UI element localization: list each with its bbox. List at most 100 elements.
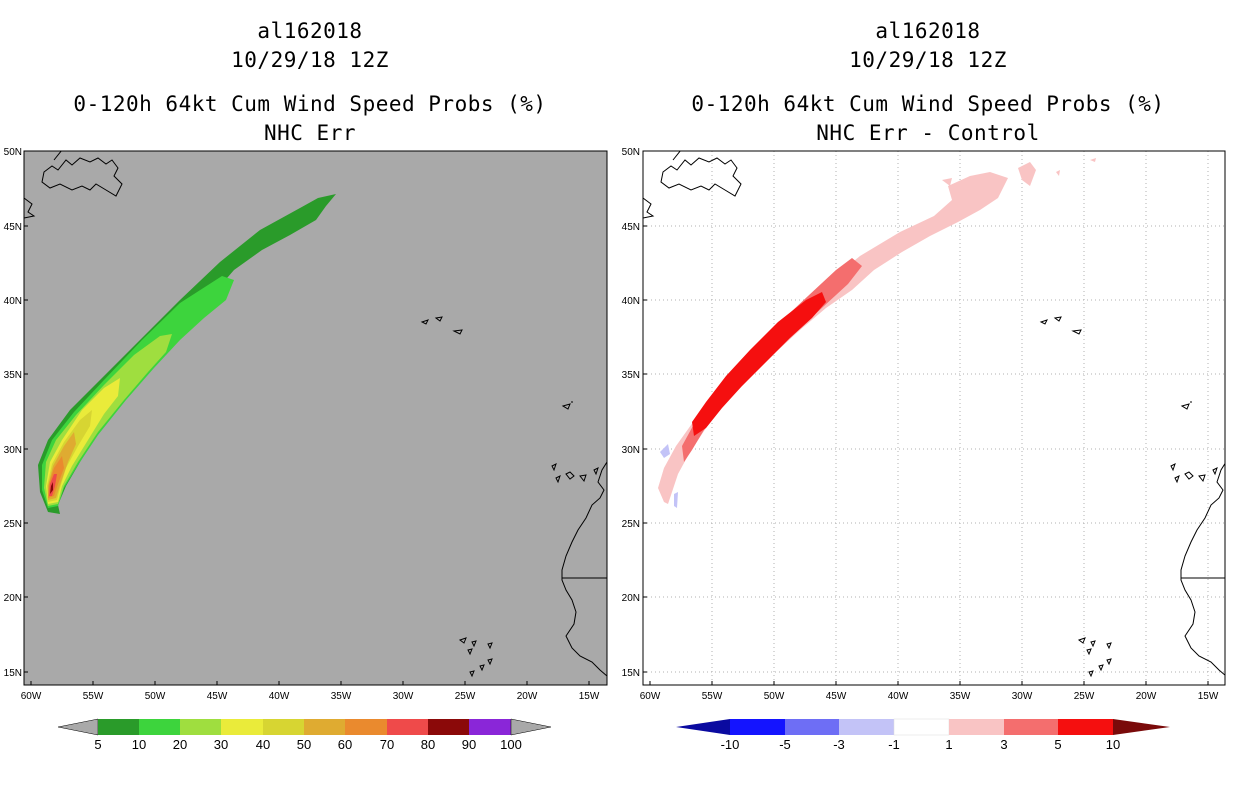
right-tick-marks — [643, 150, 1209, 685]
left-title-date: 10/29/18 12Z — [231, 48, 389, 72]
left-map-panel: 50N 45N 40N 35N 30N 25N 20N 15N 60W 55W … — [4, 147, 608, 702]
left-colorbar-label-30: 30 — [214, 737, 228, 752]
right-title-subtitle: NHC Err - Control — [816, 121, 1040, 145]
left-colorbar-segment-70 — [387, 719, 428, 735]
right-diff-contour-1-fragment-2 — [942, 178, 952, 186]
right-colorbar-label-10: 10 — [1106, 737, 1120, 752]
right-lon-label-25w: 25W — [1074, 691, 1095, 702]
left-lon-label-35w: 35W — [331, 691, 352, 702]
left-lon-label-45w: 45W — [207, 691, 228, 702]
left-lat-labels: 50N 45N 40N 35N 30N 25N 20N 15N — [4, 147, 22, 679]
left-lon-label-20w: 20W — [517, 691, 538, 702]
right-diff-contour-1 — [658, 172, 1008, 504]
left-title-subtitle: NHC Err — [263, 121, 356, 145]
right-lat-label-35n: 35N — [622, 370, 640, 381]
left-colorbar-segment-40 — [263, 719, 304, 735]
left-colorbar-label-20: 20 — [173, 737, 187, 752]
right-diff-contour-neg-1-a — [660, 444, 670, 458]
right-title-product: 0-120h 64kt Cum Wind Speed Probs (%) — [691, 92, 1165, 116]
right-colorbar-segment-3-5 — [1004, 719, 1058, 735]
left-colorbar-segment-20 — [180, 719, 221, 735]
left-map-frame — [23, 150, 608, 686]
left-colorbar-label-80: 80 — [421, 737, 435, 752]
right-lon-label-60w: 60W — [640, 691, 661, 702]
right-diff-contour-1-fragment-3 — [1090, 158, 1096, 162]
right-colorbar-label-neg3: -3 — [833, 737, 845, 752]
right-lat-label-50n: 50N — [622, 147, 640, 158]
right-lat-label-25n: 25N — [622, 519, 640, 530]
left-prob-contour-10 — [42, 276, 234, 508]
right-lon-label-50w: 50W — [764, 691, 785, 702]
right-map-background — [643, 151, 1225, 685]
right-colorbar-segment-neg3-neg1 — [839, 719, 894, 735]
left-lon-label-40w: 40W — [269, 691, 290, 702]
left-lat-label-35n: 35N — [4, 370, 22, 381]
right-colorbar-segment-neg1-1 — [893, 718, 950, 736]
left-colorbar-high-end — [510, 718, 552, 736]
right-lat-labels: 50N 45N 40N 35N 30N 25N 20N 15N — [622, 147, 640, 679]
left-colorbar: 5 10 20 30 40 50 60 70 80 90 100 — [57, 718, 552, 752]
left-colorbar-label-50: 50 — [297, 737, 311, 752]
left-lon-label-55w: 55W — [83, 691, 104, 702]
right-colorbar-label-3: 3 — [1000, 737, 1007, 752]
left-colorbar-label-90: 90 — [462, 737, 476, 752]
left-colorbar-segment-80 — [428, 719, 469, 735]
right-title-storm: al162018 — [875, 19, 981, 43]
left-prob-contour-80 — [50, 482, 53, 494]
right-diff-contour-neg-1-b — [674, 492, 678, 508]
right-diff-contour-1-fragment-1 — [1018, 162, 1036, 186]
right-colorbar-segment-1-3 — [949, 719, 1004, 735]
left-colorbar-label-40: 40 — [256, 737, 270, 752]
left-prob-contour-20 — [44, 334, 172, 506]
left-tick-marks — [24, 150, 590, 685]
left-title-storm: al162018 — [257, 19, 363, 43]
left-colorbar-label-70: 70 — [380, 737, 394, 752]
left-lat-label-30n: 30N — [4, 445, 22, 456]
left-colorbar-segment-90 — [469, 719, 511, 735]
right-colorbar-high-end — [1113, 719, 1170, 735]
left-lon-label-30w: 30W — [393, 691, 414, 702]
right-lat-label-15n: 15N — [622, 668, 640, 679]
left-lon-label-50w: 50W — [145, 691, 166, 702]
left-colorbar-label-10: 10 — [132, 737, 146, 752]
right-lat-label-45n: 45N — [622, 222, 640, 233]
left-prob-contour-5 — [38, 194, 336, 514]
left-colorbar-segment-5 — [98, 719, 139, 735]
left-lon-labels: 60W 55W 50W 45W 40W 35W 30W 25W 20W 15W — [21, 691, 600, 702]
left-colorbar-label-60: 60 — [338, 737, 352, 752]
right-lon-label-40w: 40W — [888, 691, 909, 702]
right-map-panel: 50N 45N 40N 35N 30N 25N 20N 15N 60W 55W … — [622, 147, 1226, 702]
left-lon-label-25w: 25W — [455, 691, 476, 702]
left-lat-label-40n: 40N — [4, 296, 22, 307]
right-lon-labels: 60W 55W 50W 45W 40W 35W 30W 25W 20W 15W — [640, 691, 1219, 702]
right-diff-contour-5 — [692, 292, 826, 436]
left-colorbar-label-5: 5 — [94, 737, 101, 752]
left-map-background — [24, 151, 607, 685]
right-colorbar-segment-5-10 — [1058, 719, 1113, 735]
right-colorbar-label-neg1: -1 — [888, 737, 900, 752]
left-lat-label-50n: 50N — [4, 147, 22, 158]
right-map-frame — [642, 150, 1226, 686]
right-title-date: 10/29/18 12Z — [849, 48, 1007, 72]
left-lat-label-20n: 20N — [4, 593, 22, 604]
right-lon-label-55w: 55W — [702, 691, 723, 702]
left-lat-label-15n: 15N — [4, 668, 22, 679]
right-lat-label-40n: 40N — [622, 296, 640, 307]
left-lon-label-15w: 15W — [579, 691, 600, 702]
right-lon-label-20w: 20W — [1136, 691, 1157, 702]
right-colorbar-label-neg5: -5 — [779, 737, 791, 752]
right-lon-label-15w: 15W — [1198, 691, 1219, 702]
right-colorbar-label-neg10: -10 — [721, 737, 740, 752]
left-colorbar-low-end — [57, 718, 99, 736]
right-colorbar-label-1: 1 — [945, 737, 952, 752]
right-lat-label-30n: 30N — [622, 445, 640, 456]
left-colorbar-segment-30 — [221, 719, 263, 735]
left-title-product: 0-120h 64kt Cum Wind Speed Probs (%) — [73, 92, 547, 116]
left-colorbar-segment-50 — [304, 719, 345, 735]
left-colorbar-segment-60 — [345, 719, 387, 735]
left-lon-label-60w: 60W — [21, 691, 42, 702]
left-colorbar-segment-10 — [139, 719, 180, 735]
left-lat-label-45n: 45N — [4, 222, 22, 233]
right-lon-label-45w: 45W — [826, 691, 847, 702]
